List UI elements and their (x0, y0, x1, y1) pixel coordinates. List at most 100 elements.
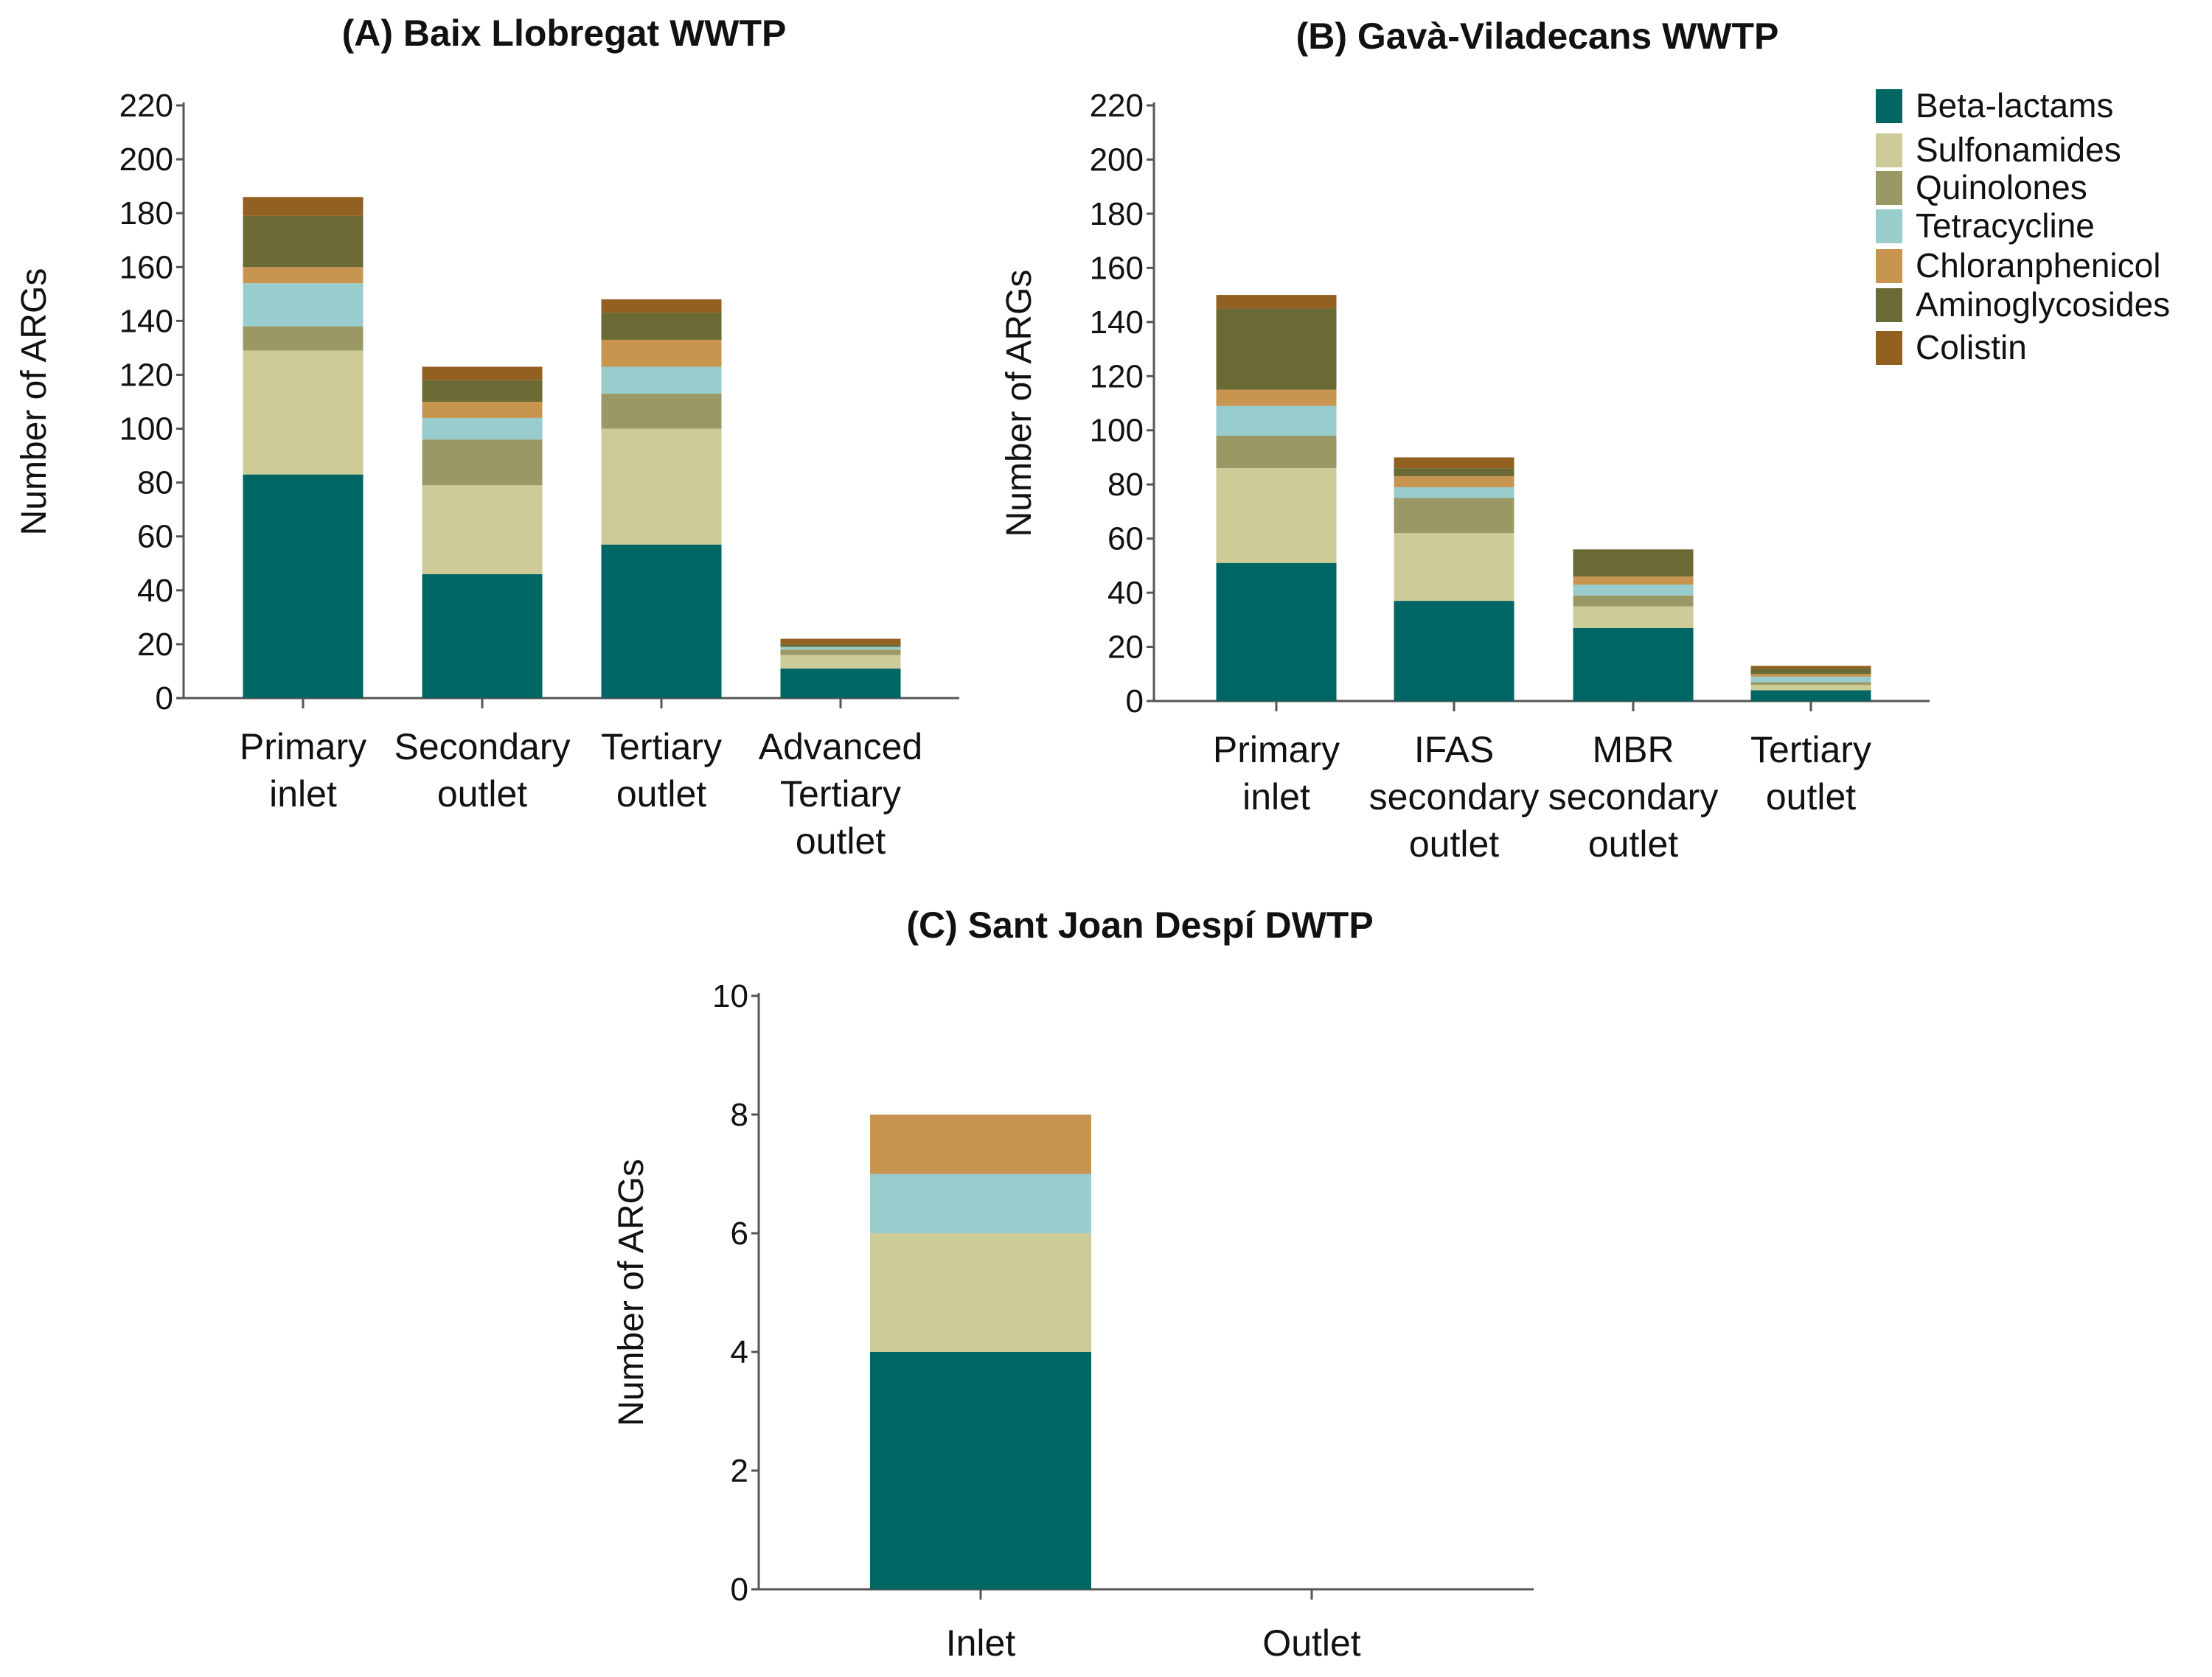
bar-segment-aminoglycosides (1573, 549, 1694, 577)
bar-segment-colistin (1750, 666, 1871, 669)
bar-segment-tetracycline (1750, 676, 1871, 683)
x-tick-label-line: outlet (1766, 776, 1856, 817)
bar-segment-quinolones (601, 394, 722, 429)
y-tick-label: 20 (137, 627, 173, 663)
bar-segment-aminoglycosides (1750, 668, 1871, 674)
bar-segment-sulfonamides (422, 485, 543, 574)
y-tick-label: 200 (119, 142, 173, 178)
x-tick-label: Tertiary outlet (601, 726, 722, 815)
bar-segment-beta-lactams (1216, 562, 1337, 701)
bar-segment-aminoglycosides (243, 215, 364, 268)
bar-segment-tetracycline (422, 417, 543, 440)
bar-segment-aminoglycosides (422, 380, 543, 402)
bar-segment-colistin (780, 638, 901, 644)
y-tick-label: 160 (119, 249, 173, 285)
chart-title: (B) Gavà-Viladecans WWTP (1296, 15, 1779, 57)
x-tick-label-line: Inlet (946, 1622, 1016, 1664)
bar-segment-tetracycline (601, 366, 722, 394)
bar-segment-aminoglycosides (1216, 308, 1337, 390)
x-tick-label-line: MBR (1592, 729, 1674, 770)
bar-segment-beta-lactams (1394, 601, 1514, 701)
chart-panel-2: (C) Sant Joan Despí DWTP Number of ARGs 0 2… (612, 904, 1534, 1664)
bar-segment-chloranphenicol (870, 1115, 1091, 1174)
bar-segment-sulfonamides (780, 655, 901, 669)
x-tick-label-line: Tertiary (780, 773, 901, 815)
x-tick-label-line: outlet (1409, 823, 1499, 865)
y-tick-label: 40 (1107, 575, 1144, 611)
x-tick-label: Primary inlet (240, 726, 366, 815)
y-tick-label: 160 (1090, 250, 1144, 286)
x-tick-label-line: Secondary (394, 726, 570, 767)
bar-segment-aminoglycosides (1394, 468, 1514, 477)
x-tick-label: Advanced Tertiary outlet (759, 726, 922, 862)
legend-label: Sulfonamides (1916, 130, 2121, 169)
y-tick-label: 120 (119, 357, 173, 393)
chart-title: (C) Sant Joan Despí DWTP (906, 904, 1373, 946)
bar-segment-chloranphenicol (1750, 674, 1871, 677)
x-tick-label-line: Outlet (1262, 1622, 1361, 1664)
x-tick-label-line: inlet (269, 773, 337, 815)
bar-segment-quinolones (1394, 498, 1514, 534)
bar-segment-chloranphenicol (1394, 476, 1514, 487)
y-tick-label: 100 (1090, 413, 1144, 449)
x-tick-label-line: Tertiary (601, 726, 722, 767)
legend-swatch (1876, 133, 1902, 167)
legend: Beta-lactams SulfonamidesQuinolonesTetrac… (1876, 86, 2170, 366)
y-axis-label: Number of ARGs (1000, 270, 1039, 537)
bar-segment-colistin (422, 366, 543, 380)
bar-segment-quinolones (780, 649, 901, 655)
y-tick-label: 10 (712, 978, 748, 1014)
bar-segment-sulfonamides (243, 350, 364, 475)
y-tick-label: 0 (1126, 683, 1144, 719)
legend-swatch (1876, 288, 1902, 322)
y-tick-label: 40 (137, 573, 173, 609)
y-tick-label: 60 (1107, 521, 1144, 557)
bar-segment-sulfonamides (870, 1233, 1091, 1352)
bar-segment-beta-lactams (1573, 627, 1694, 701)
bar-segment-sulfonamides (601, 428, 722, 545)
y-tick-label: 0 (156, 680, 173, 717)
x-tick-label-line: inlet (1242, 776, 1310, 817)
y-tick-label: 8 (731, 1097, 748, 1133)
y-tick-label: 220 (1090, 88, 1144, 124)
bar-segment-sulfonamides (1394, 533, 1514, 602)
bar-segment-tetracycline (1216, 405, 1337, 436)
bar-segment-quinolones (422, 439, 543, 486)
legend-swatch (1876, 209, 1902, 243)
x-tick-label: MBR secondary outlet (1548, 729, 1719, 865)
bar-segment-chloranphenicol (243, 267, 364, 284)
x-tick-label-line: outlet (616, 773, 706, 815)
x-tick-label-line: Advanced (759, 726, 922, 767)
y-tick-label: 2 (731, 1453, 748, 1489)
x-tick-label: Secondary outlet (394, 726, 570, 815)
x-tick-label: IFAS secondary outlet (1369, 729, 1540, 865)
bar-segment-quinolones (243, 326, 364, 351)
x-tick-label-line: outlet (796, 820, 886, 862)
bar-segment-colistin (601, 299, 722, 313)
bar-segment-beta-lactams (780, 668, 901, 698)
x-tick-label-line: Primary (1213, 729, 1340, 770)
y-tick-label: 0 (731, 1572, 748, 1608)
bar-segment-tetracycline (1394, 487, 1514, 498)
x-tick-label: Inlet (946, 1622, 1016, 1664)
bar-segment-beta-lactams (1750, 690, 1871, 701)
chart-panel-1: (B) Gavà-Viladecans WWTP Number of ARGs 0 2… (1000, 15, 1930, 865)
x-tick-label-line: outlet (1588, 823, 1678, 865)
y-tick-label: 180 (1090, 196, 1144, 232)
y-axis-label: Number of ARGs (15, 268, 54, 536)
y-tick-label: 6 (731, 1216, 748, 1252)
x-tick-label: Primary inlet (1213, 729, 1340, 817)
bar-segment-tetracycline (780, 646, 901, 650)
bar-segment-chloranphenicol (1216, 389, 1337, 406)
bar-segment-chloranphenicol (1573, 576, 1694, 585)
legend-label: Chloranphenicol (1916, 246, 2160, 285)
legend-label: Colistin (1916, 328, 2027, 366)
y-tick-label: 140 (1090, 304, 1144, 341)
bar-segment-beta-lactams (870, 1352, 1091, 1589)
bar-segment-chloranphenicol (422, 402, 543, 418)
bar-segment-tetracycline (243, 283, 364, 327)
y-tick-label: 60 (137, 519, 173, 555)
x-tick-label: Tertiary outlet (1750, 729, 1871, 817)
bar-segment-sulfonamides (1216, 468, 1337, 563)
